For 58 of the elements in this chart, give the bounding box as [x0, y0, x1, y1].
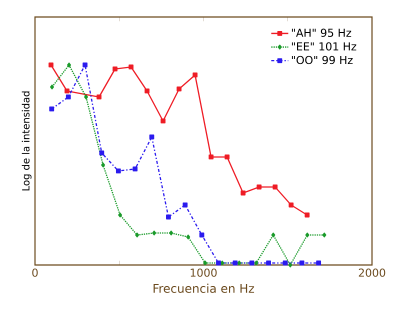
- x-axis-title: Frecuencia en Hz: [154, 284, 254, 293]
- point: [96, 94, 102, 100]
- point: [82, 62, 88, 68]
- point: [116, 168, 121, 174]
- point: [166, 214, 171, 220]
- point: [128, 64, 134, 70]
- point: [216, 260, 221, 266]
- point: [304, 212, 310, 218]
- x-tick-label: 0: [32, 268, 38, 277]
- point: [272, 184, 278, 190]
- point: [254, 260, 258, 266]
- point: [50, 84, 54, 90]
- point: [182, 202, 188, 208]
- point: [282, 260, 288, 266]
- point: [84, 94, 88, 100]
- point: [132, 166, 138, 172]
- point: [237, 260, 242, 266]
- point: [305, 232, 310, 238]
- legend-label: "EE" 101 Hz: [292, 42, 356, 51]
- point: [249, 260, 254, 266]
- point: [299, 260, 304, 266]
- point: [316, 260, 322, 266]
- point: [266, 260, 271, 266]
- point: [160, 118, 166, 124]
- point: [67, 62, 72, 68]
- legend-label: "OO" 99 Hz: [292, 56, 353, 64]
- point: [288, 202, 294, 208]
- point: [49, 106, 54, 112]
- point: [101, 162, 106, 168]
- point: [99, 150, 104, 156]
- point: [232, 260, 238, 266]
- point: [224, 154, 230, 160]
- point: [176, 86, 182, 92]
- x-tick-label: 2000: [358, 268, 386, 277]
- point: [240, 190, 246, 196]
- point: [199, 232, 204, 238]
- point: [169, 230, 174, 236]
- point: [64, 88, 70, 94]
- point: [220, 260, 224, 266]
- point: [149, 134, 154, 140]
- point: [112, 66, 118, 72]
- point: [48, 62, 54, 68]
- point: [118, 212, 122, 218]
- point: [135, 232, 140, 238]
- y-axis-title: Log de la intensidad: [22, 92, 32, 190]
- point: [203, 260, 208, 266]
- point: [322, 232, 326, 238]
- point: [144, 88, 150, 94]
- point: [152, 230, 156, 236]
- point: [66, 94, 71, 100]
- point: [271, 232, 276, 238]
- point: [186, 234, 190, 240]
- x-tick-label: 1000: [190, 268, 217, 277]
- point: [192, 72, 198, 78]
- point: [288, 262, 292, 268]
- point: [208, 154, 214, 160]
- legend-label: "AH" 95 Hz: [292, 28, 352, 37]
- point: [256, 184, 262, 190]
